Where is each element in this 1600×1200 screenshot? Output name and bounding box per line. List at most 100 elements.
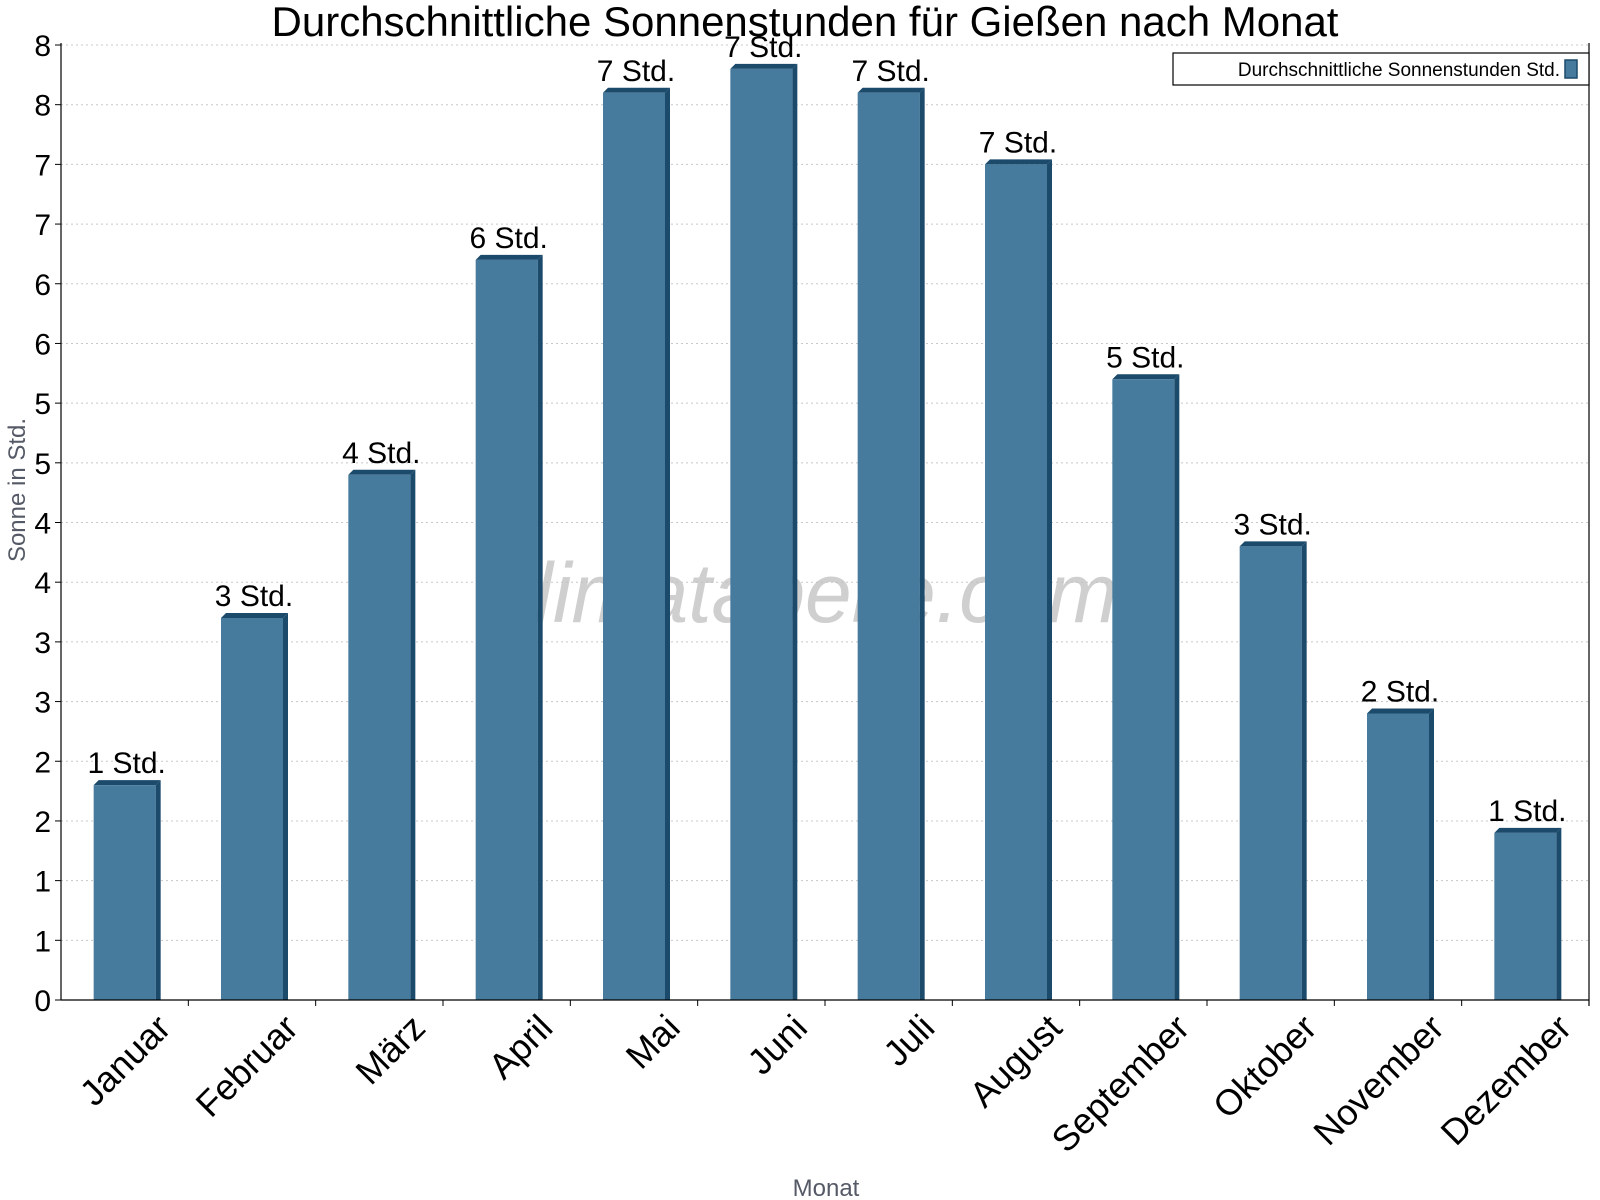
bar-side — [665, 87, 670, 1000]
bar-dezember — [1494, 827, 1562, 1000]
bar — [1494, 832, 1557, 1000]
y-tick-label: 6 — [34, 269, 51, 302]
bar-oktober — [1239, 541, 1307, 1000]
bar-side — [1556, 827, 1562, 1000]
bar — [857, 92, 920, 1000]
bar-november — [1367, 708, 1434, 1000]
bar-top — [1494, 827, 1562, 833]
bar-top — [603, 87, 670, 93]
bar-top — [985, 159, 1052, 165]
data-label: 1 Std. — [87, 747, 165, 780]
x-tick-labels: Januar Februar März April Mai Juni Juli AugustS… — [71, 1000, 1579, 1160]
y-tick-label: 3 — [34, 687, 51, 720]
y-axis-label: Sonne in Std. — [4, 418, 31, 562]
bar-side — [1301, 541, 1307, 1000]
data-label: 7 Std. — [851, 55, 929, 88]
bar-top — [221, 613, 288, 618]
y-tick-labels: 0 1 1 2 2 3 3 4 4 5 5 6 6 7 7 8 8 — [34, 30, 51, 1018]
bar-top — [857, 87, 925, 93]
y-tick-label: 0 — [34, 985, 51, 1018]
bar — [1239, 546, 1302, 1000]
bar-top — [93, 780, 161, 786]
bar-top — [475, 254, 543, 260]
bar-august — [985, 159, 1052, 1000]
bar-side — [792, 63, 798, 1000]
data-label: 5 Std. — [1106, 341, 1184, 374]
bar-februar — [221, 613, 288, 1000]
bar-top — [1239, 541, 1307, 547]
x-tick-label: Dezember — [1433, 1007, 1579, 1153]
bar — [93, 785, 156, 1000]
axes — [60, 43, 1590, 1006]
data-label: 6 Std. — [469, 222, 547, 255]
data-label: 4 Std. — [342, 437, 420, 470]
y-tick-label: 6 — [34, 328, 51, 361]
data-label: 3 Std. — [1233, 508, 1311, 541]
x-tick-label: Juli — [875, 1007, 942, 1074]
bar-märz — [348, 469, 416, 1000]
data-label: 2 Std. — [1361, 676, 1439, 709]
bar — [985, 164, 1047, 1000]
x-tick-label: September — [1043, 1007, 1197, 1161]
bar-top — [1367, 708, 1434, 714]
bar — [348, 474, 411, 1000]
y-tick-label: 5 — [34, 448, 51, 481]
y-tick-label: 1 — [34, 925, 51, 958]
x-tick-label: April — [480, 1007, 560, 1087]
x-tick-label: August — [961, 1007, 1069, 1115]
bar-side — [919, 87, 925, 1000]
bar — [603, 92, 665, 1000]
bar — [475, 259, 538, 1000]
y-tick-label: 2 — [34, 746, 51, 779]
bar-side — [1047, 159, 1052, 1000]
y-tick-label: 4 — [34, 567, 51, 600]
data-labels: 1 Std. 3 Std. 4 Std. 6 Std. 7 Std. 7 Std. 7 St… — [87, 31, 1566, 828]
grid — [55, 44, 1589, 1001]
bar — [730, 68, 793, 1000]
chart-title: Durchschnittliche Sonnenstunden für Gieß… — [272, 0, 1339, 45]
x-axis-label: Monat — [793, 1175, 860, 1200]
bar — [1112, 379, 1175, 1000]
bar-juni — [730, 63, 798, 1000]
x-tick-label: Februar — [188, 1007, 306, 1125]
data-label: 7 Std. — [979, 126, 1057, 159]
y-tick-label: 7 — [34, 209, 51, 242]
y-tick-label: 8 — [34, 90, 51, 123]
y-tick-label: 5 — [34, 388, 51, 421]
bar-top — [348, 469, 416, 475]
y-tick-label: 1 — [34, 866, 51, 899]
x-tick-label: Januar — [71, 1007, 178, 1114]
bar — [1367, 713, 1429, 1000]
legend-box — [1172, 52, 1590, 86]
bar-side — [155, 780, 161, 1000]
x-tick-label: Mai — [618, 1007, 688, 1077]
bar-september — [1112, 374, 1180, 1000]
x-tick-label: März — [347, 1007, 433, 1093]
data-label: 1 Std. — [1488, 795, 1566, 828]
x-tick-label: Juni — [739, 1007, 815, 1083]
bar-april — [475, 254, 543, 1000]
bar-top — [1112, 374, 1180, 380]
legend-swatch — [1564, 59, 1578, 79]
data-label: 3 Std. — [215, 580, 293, 613]
bar-mai — [603, 87, 670, 1000]
data-label: 7 Std. — [597, 55, 675, 88]
bar-januar — [93, 780, 161, 1000]
legend-series-label: Durchschnittliche Sonnenstunden Std. — [1238, 60, 1560, 81]
bar-juli — [857, 87, 925, 1000]
bars — [93, 63, 1562, 1000]
bar-top — [730, 63, 798, 69]
bar-side — [1429, 708, 1434, 1000]
y-tick-label: 8 — [34, 30, 51, 63]
bar — [221, 618, 283, 1000]
y-tick-label: 2 — [34, 806, 51, 839]
y-tick-label: 4 — [34, 508, 51, 541]
legend: Durchschnittliche Sonnenstunden Std. — [1172, 52, 1590, 86]
bar-side — [1174, 374, 1180, 1000]
x-tick-label: November — [1305, 1007, 1451, 1153]
y-tick-label: 7 — [34, 149, 51, 182]
bar-side — [283, 613, 288, 1000]
bar-side — [410, 469, 416, 1000]
y-tick-label: 3 — [34, 627, 51, 660]
